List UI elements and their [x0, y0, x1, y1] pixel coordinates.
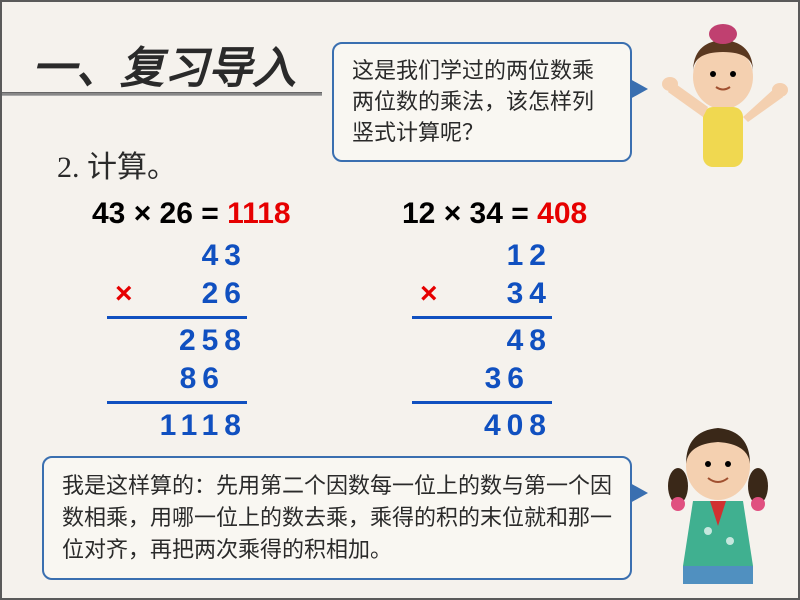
- v2-line2: [412, 401, 552, 404]
- equation-2: 12 × 34 = 408: [402, 197, 587, 231]
- eq2-lhs: 12 × 34 =: [402, 197, 529, 230]
- v2-p2: 36: [485, 362, 530, 395]
- v1-line2: [107, 401, 247, 404]
- eq1-answer: 1118: [227, 197, 290, 230]
- student-character-icon: [648, 416, 788, 586]
- speech-bubble-bottom: 我是这样算的：先用第二个因数每一位上的数与第一个因数相乘，用哪一位上的数去乘，乘…: [42, 456, 632, 580]
- v1-top: 43: [202, 239, 247, 272]
- v1-multsign: ×: [115, 275, 133, 313]
- bubble-top-text: 这是我们学过的两位数乘两位数的乘法，该怎样列竖式计算呢？: [352, 58, 594, 145]
- v2-mult: 34: [507, 277, 552, 310]
- speech-bubble-top: 这是我们学过的两位数乘两位数的乘法，该怎样列竖式计算呢？: [332, 42, 632, 162]
- v1-line1: [107, 316, 247, 319]
- eq2-answer: 408: [537, 197, 587, 230]
- v2-multsign: ×: [420, 275, 438, 313]
- v2-top: 12: [507, 239, 552, 272]
- v1-p2: 86: [180, 362, 225, 395]
- v2-p1: 48: [507, 324, 552, 357]
- v2-line1: [412, 316, 552, 319]
- vertical-calc-1: 43 × 26 258 86 1118: [107, 237, 247, 445]
- bubble-bottom-text: 我是这样算的：先用第二个因数每一位上的数与第一个因数相乘，用哪一位上的数去乘，乘…: [62, 473, 612, 562]
- subtitle: 2. 计算。: [57, 142, 177, 186]
- equation-1: 43 × 26 = 1118: [92, 197, 291, 231]
- section-title: 一、复习导入: [32, 32, 296, 96]
- horizontal-rule: [2, 92, 322, 96]
- teacher-character-icon: [658, 22, 788, 202]
- v1-mult: 26: [202, 277, 247, 310]
- eq1-lhs: 43 × 26 =: [92, 197, 219, 230]
- v1-p1: 258: [179, 324, 247, 357]
- v2-res: 408: [484, 409, 552, 442]
- vertical-calc-2: 12 × 34 48 36 408: [412, 237, 552, 445]
- v1-res: 1118: [160, 409, 247, 442]
